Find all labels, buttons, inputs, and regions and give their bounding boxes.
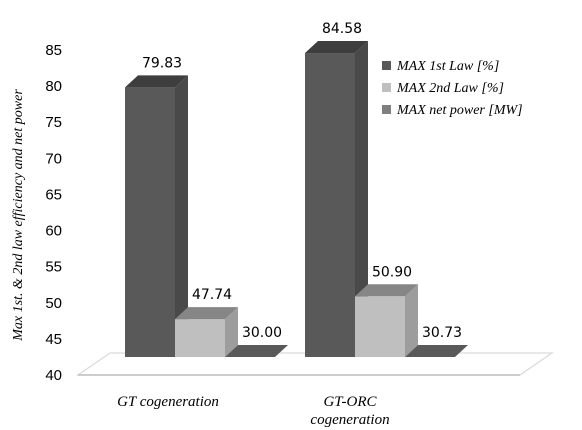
y-tick-label: 50 <box>45 295 62 312</box>
y-tick-label: 60 <box>45 223 62 240</box>
bar <box>355 284 418 357</box>
bar <box>405 345 468 357</box>
bar-front <box>355 296 405 357</box>
bar-top <box>305 41 368 54</box>
bar-front <box>175 319 225 357</box>
bar-top <box>125 75 188 88</box>
legend-swatch <box>382 61 391 70</box>
legend-entry: MAX 2nd Law [%] <box>396 81 504 96</box>
legend: MAX 1st Law [%] MAX 2nd Law [%] MAX net po… <box>382 59 523 118</box>
y-tick-label: 70 <box>45 150 62 167</box>
y-axis-ticks: 40 45 50 55 60 65 70 75 80 85 <box>45 42 62 384</box>
bar <box>175 307 238 357</box>
y-axis-label: Max 1st. & 2nd law efficiency and net po… <box>11 89 26 342</box>
y-tick-label: 65 <box>45 186 62 203</box>
legend-entry: MAX 1st Law [%] <box>396 59 499 74</box>
y-tick-label: 85 <box>45 42 62 59</box>
y-tick-label: 40 <box>45 367 62 384</box>
legend-entry: MAX net power [MW] <box>396 103 523 118</box>
category-label: GT cogeneration <box>117 394 219 410</box>
data-labels: 79.83 47.74 30.00 84.58 50.90 30.73 <box>142 21 462 341</box>
chart-floor <box>76 352 554 376</box>
legend-swatch <box>382 105 391 114</box>
legend-swatch <box>382 83 391 92</box>
data-label: 79.83 <box>142 55 182 71</box>
bar <box>305 41 368 358</box>
bar-side <box>225 307 238 357</box>
bar-front <box>125 87 175 357</box>
bar-top <box>175 307 238 320</box>
y-tick-label: 80 <box>45 78 62 95</box>
bars <box>125 41 468 358</box>
bar-side <box>175 75 188 357</box>
bar-side <box>405 284 418 357</box>
bar <box>125 75 188 357</box>
bar-top <box>225 345 288 357</box>
category-label: GT-ORC <box>323 394 377 410</box>
bar-side <box>355 41 368 358</box>
y-tick-label: 75 <box>45 114 62 131</box>
data-label: 47.74 <box>192 287 232 303</box>
category-labels: GT cogeneration GT-ORC cogeneration <box>117 394 389 428</box>
data-label: 30.73 <box>422 325 462 341</box>
bar <box>225 345 288 357</box>
bar-top <box>405 345 468 357</box>
y-tick-label: 45 <box>45 331 62 348</box>
bar-top <box>355 284 418 297</box>
data-label: 84.58 <box>322 21 362 37</box>
data-label: 30.00 <box>242 325 282 341</box>
bar-front <box>305 53 355 358</box>
category-label: cogeneration <box>310 412 389 428</box>
y-tick-label: 55 <box>45 259 62 276</box>
data-label: 50.90 <box>372 264 412 280</box>
